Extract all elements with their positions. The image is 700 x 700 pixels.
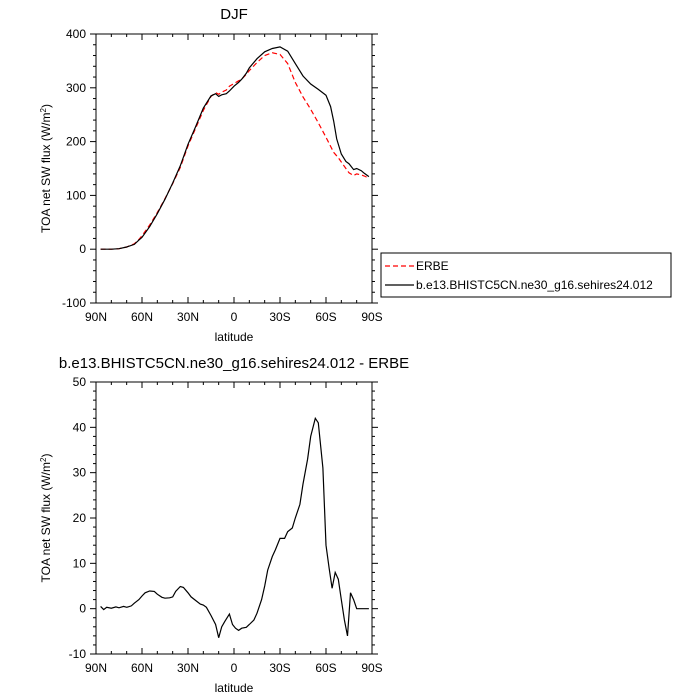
x-tick-label: 60N bbox=[131, 310, 153, 324]
y-tick-label: 10 bbox=[73, 556, 87, 570]
chart-title: DJF bbox=[220, 6, 248, 23]
plot-frame bbox=[95, 381, 373, 655]
legend-box bbox=[380, 252, 672, 298]
x-tick-label: 30N bbox=[177, 310, 199, 324]
y-tick-label: 30 bbox=[73, 466, 87, 480]
chart-title: b.e13.BHISTC5CN.ne30_g16.sehires24.012 -… bbox=[59, 355, 409, 372]
y-tick-label: 20 bbox=[73, 511, 87, 525]
x-tick-label: 60S bbox=[315, 661, 336, 675]
x-tick-label: 0 bbox=[231, 310, 238, 324]
plot-frame bbox=[95, 33, 373, 304]
x-tick-label: 90N bbox=[85, 310, 107, 324]
x-axis-label: latitude bbox=[215, 681, 254, 695]
series-line-1 bbox=[100, 52, 370, 250]
y-tick-label: 40 bbox=[73, 420, 87, 434]
y-tick-label: 50 bbox=[73, 375, 87, 389]
x-tick-label: 30S bbox=[269, 661, 290, 675]
x-tick-label: 90S bbox=[361, 661, 382, 675]
legend: ERBE b.e13.BHISTC5CN.ne30_g16.sehires24.0… bbox=[380, 252, 672, 298]
y-axis-label: TOA net SW flux (W/m2) bbox=[39, 104, 54, 233]
x-tick-label: 60S bbox=[315, 310, 336, 324]
y-tick-label: 100 bbox=[66, 188, 86, 202]
series-line-1 bbox=[100, 416, 369, 638]
y-tick-label: 0 bbox=[79, 602, 86, 616]
y-tick-label: -100 bbox=[62, 296, 86, 310]
legend-label: ERBE bbox=[416, 259, 449, 273]
series-line-2 bbox=[100, 46, 370, 250]
x-tick-label: 90N bbox=[85, 661, 107, 675]
y-axis-label: TOA net SW flux (W/m2) bbox=[39, 454, 54, 583]
y-tick-label: 300 bbox=[66, 81, 86, 95]
x-tick-label: 30S bbox=[269, 310, 290, 324]
y-tick-label: 200 bbox=[66, 135, 86, 149]
x-axis-label: latitude bbox=[215, 330, 254, 344]
x-tick-label: 90S bbox=[361, 310, 382, 324]
legend-label: b.e13.BHISTC5CN.ne30_g16.sehires24.012 bbox=[416, 278, 653, 292]
x-tick-label: 30N bbox=[177, 661, 199, 675]
x-tick-label: 60N bbox=[131, 661, 153, 675]
x-tick-label: 0 bbox=[231, 661, 238, 675]
y-tick-label: -10 bbox=[69, 647, 87, 661]
chart-panel-2: b.e13.BHISTC5CN.ne30_g16.sehires24.012 -… bbox=[39, 355, 410, 695]
chart-panel-1: DJF 90N 60N 30N 0 30S 60S 90S -100 0 100 200 300 400 l… bbox=[39, 6, 672, 344]
y-tick-label: 400 bbox=[66, 27, 86, 41]
y-tick-label: 0 bbox=[79, 242, 86, 256]
